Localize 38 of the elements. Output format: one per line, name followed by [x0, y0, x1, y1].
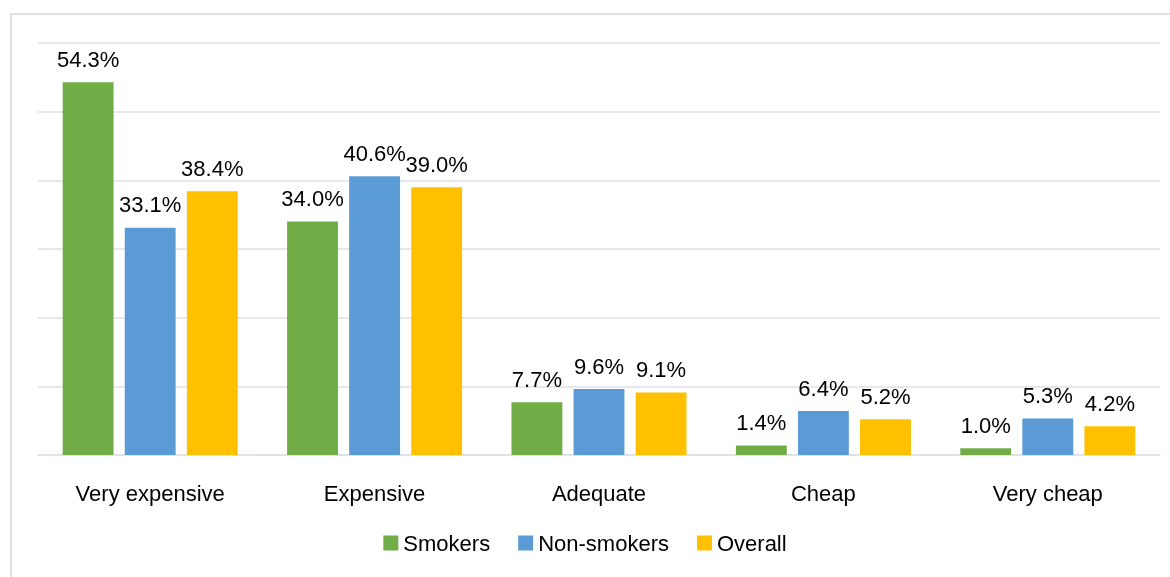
bar [1022, 418, 1074, 455]
bar [349, 176, 401, 455]
data-label: 5.2% [860, 383, 911, 409]
data-label: 39.0% [405, 151, 468, 177]
legend-label: Overall [716, 530, 787, 556]
data-label: 1.0% [960, 412, 1011, 438]
x-tick-label: Very expensive [75, 480, 225, 506]
x-tick-label: Cheap [790, 480, 856, 506]
bar [411, 187, 463, 455]
data-label: 1.4% [736, 409, 787, 435]
bar [860, 419, 911, 455]
data-label: 40.6% [343, 140, 406, 166]
data-label: 34.0% [281, 186, 344, 212]
x-tick-label: Adequate [551, 480, 647, 506]
bar [797, 411, 849, 455]
bar [960, 448, 1012, 455]
data-label: 6.4% [798, 375, 849, 401]
bar [287, 221, 338, 455]
data-label: 7.7% [511, 366, 562, 392]
data-label: 54.3% [56, 46, 120, 72]
data-label: 9.6% [573, 353, 625, 379]
data-label: 33.1% [119, 192, 182, 218]
bar [124, 227, 176, 455]
data-label: 5.3% [1022, 383, 1073, 409]
bar [735, 445, 787, 455]
bar [635, 392, 687, 455]
bar [511, 402, 563, 455]
bar [62, 82, 114, 455]
data-label: 38.4% [181, 155, 244, 181]
legend-label: Non-smokers [538, 530, 669, 556]
x-tick-label: Expensive [323, 480, 426, 506]
data-label: 4.2% [1084, 390, 1135, 416]
x-tick-label: Very cheap [992, 480, 1103, 506]
bar [573, 389, 625, 455]
bar [186, 191, 238, 455]
bar [1084, 426, 1136, 455]
data-label: 9.1% [636, 357, 687, 383]
legend-label: Smokers [403, 530, 491, 556]
